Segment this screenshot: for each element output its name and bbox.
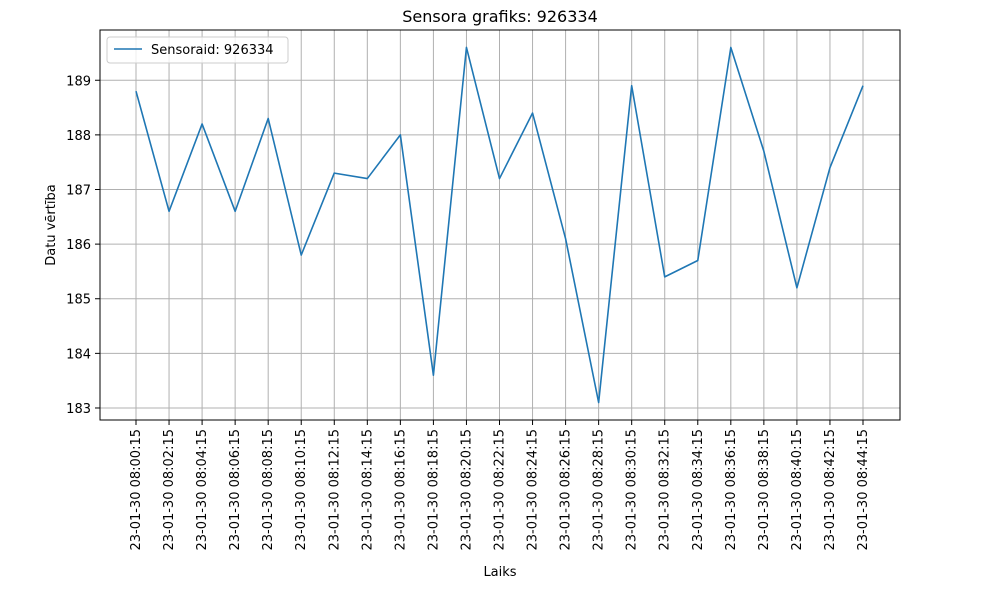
x-tick-label: 23-01-30 08:38:15 [757,429,772,551]
x-tick-label: 23-01-30 08:02:15 [162,429,177,551]
legend-label: Sensoraid: 926334 [151,43,274,58]
x-tick-label: 23-01-30 08:32:15 [658,429,673,551]
y-tick-label: 186 [66,238,91,253]
legend-box [106,36,289,64]
x-tick-label: 23-01-30 08:42:15 [823,429,838,551]
x-tick-label: 23-01-30 08:40:15 [790,429,805,551]
y-axis: 183 184 185 186 187 188 189 [66,74,100,417]
series-line [135,46,864,404]
legend: Sensoraid: 926334 [106,36,289,64]
x-tick-label: 23-01-30 08:14:15 [360,429,375,551]
y-tick-label: 187 [66,183,91,198]
x-tick-label: 23-01-30 08:10:15 [294,429,309,551]
x-tick-label: 23-01-30 08:36:15 [724,429,739,551]
x-axis: 23-01-30 08:00:15 23-01-30 08:02:15 23-01-… [129,420,871,551]
chart-title: Sensora grafiks: 926334 [402,7,598,26]
x-tick-label: 23-01-30 08:04:15 [195,429,210,551]
x-tick-label: 23-01-30 08:26:15 [559,429,574,551]
y-tick-label: 184 [66,347,91,362]
series-line-layer [135,46,864,404]
y-tick-label: 183 [66,402,91,417]
x-axis-title: Laiks [483,565,516,580]
y-tick-label: 188 [66,129,91,144]
x-tick-label: 23-01-30 08:08:15 [261,429,276,551]
x-tick-label: 23-01-30 08:16:15 [393,429,408,551]
x-tick-label: 23-01-30 08:24:15 [526,429,541,551]
x-tick-label: 23-01-30 08:28:15 [592,429,607,551]
grid [100,30,900,420]
y-tick-label: 189 [66,74,91,89]
x-tick-label: 23-01-30 08:12:15 [327,429,342,551]
x-tick-label: 23-01-30 08:30:15 [625,429,640,551]
x-tick-label: 23-01-30 08:34:15 [691,429,706,551]
y-tick-label: 185 [66,293,91,308]
x-tick-label: 23-01-30 08:18:15 [426,429,441,551]
x-tick-label: 23-01-30 08:00:15 [129,429,144,551]
x-tick-label: 23-01-30 08:22:15 [493,429,508,551]
x-tick-label: 23-01-30 08:20:15 [459,429,474,551]
x-tick-label: 23-01-30 08:44:15 [856,429,871,551]
x-tick-label: 23-01-30 08:06:15 [228,429,243,551]
y-axis-title: Datu vērtība [44,184,59,265]
